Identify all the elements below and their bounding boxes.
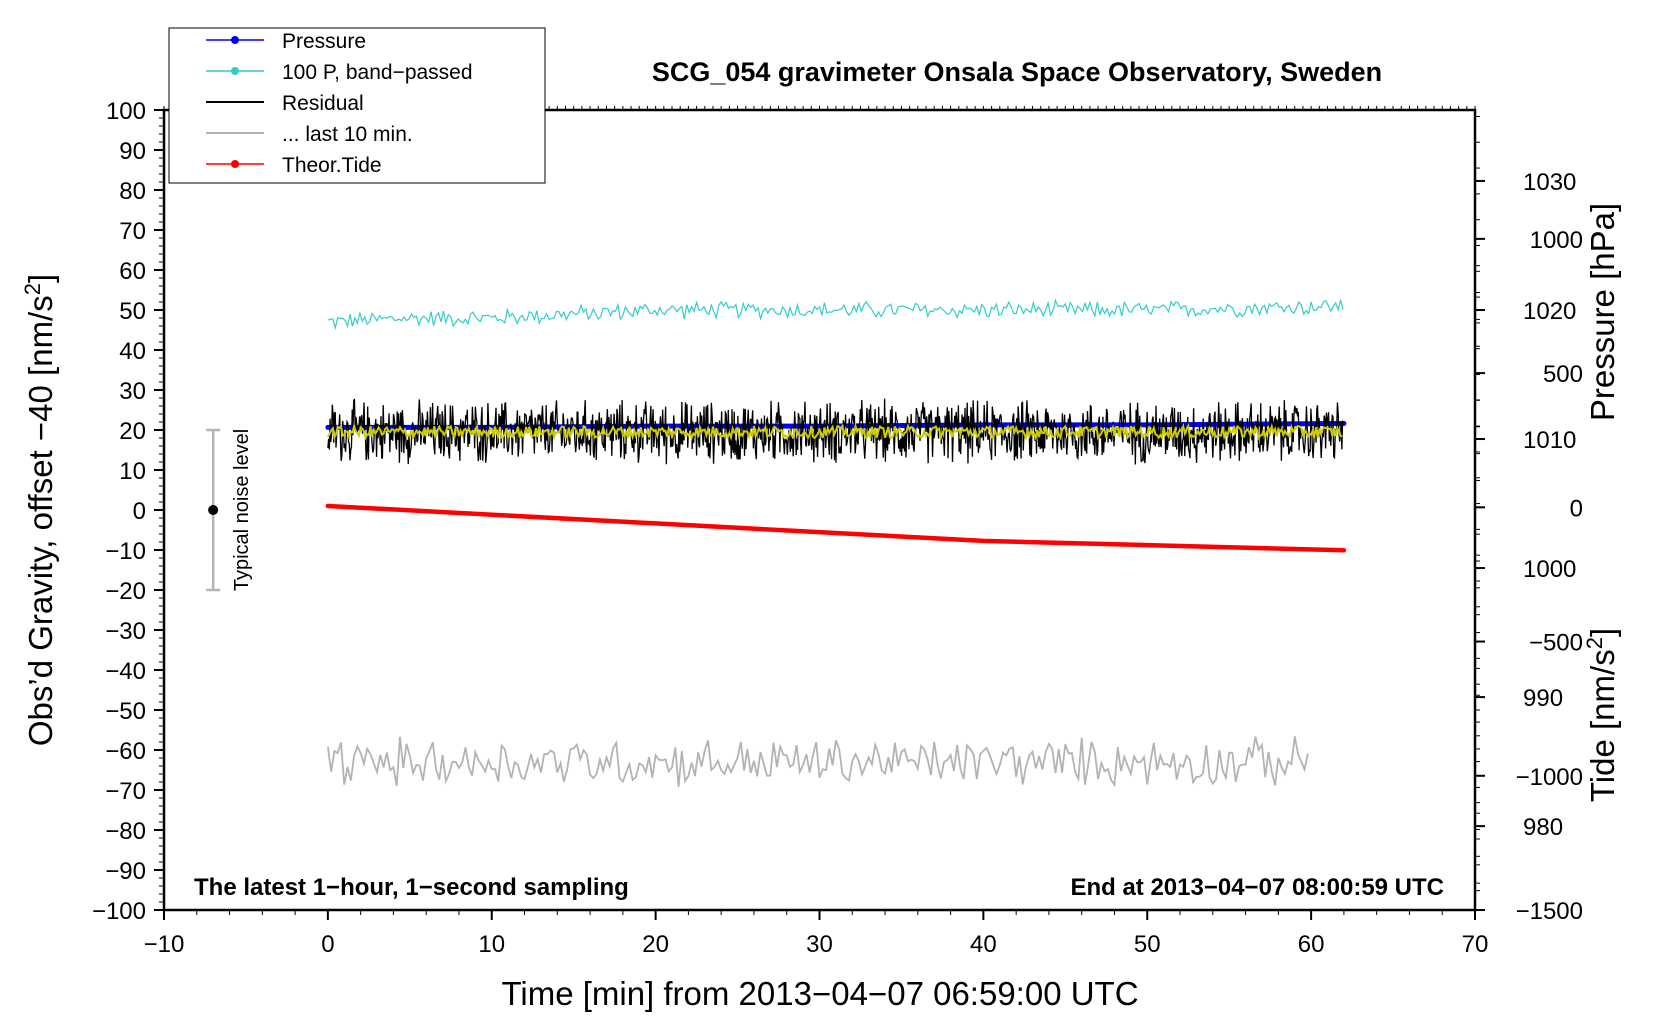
y-tick-label: −30 [105,618,146,645]
tide-tick-label: −1000 [1516,764,1583,791]
series-residual [327,398,1344,465]
tide-tick-label: 0 [1570,495,1583,522]
y-tick-label: −10 [105,538,146,565]
y-tick-label: −80 [105,818,146,845]
pressure-tick-label: 990 [1523,685,1563,712]
y-tick-label: 90 [119,138,146,165]
y-axis-title-end: ] [22,274,59,283]
legend-label-pressure: Pressure [282,30,366,53]
x-tick-label: 60 [1298,931,1325,958]
x-tick-label: 40 [970,931,997,958]
y-tick-label: −70 [105,778,146,805]
y-tick-label: 50 [119,298,146,325]
y-axis-title-sup: 2 [20,283,45,295]
legend-label-last10: ... last 10 min. [282,123,413,146]
x-tick-label: 10 [478,931,505,958]
y-tick-label: 0 [133,498,146,525]
y-tick-label: 80 [119,178,146,205]
y-tick-label: −40 [105,658,146,685]
pressure-tick-label: 1030 [1523,169,1576,196]
pressure-axis-title: Pressure [hPa] [1584,203,1621,421]
y-tick-label: −100 [92,898,146,925]
tide-tick-label: −500 [1529,630,1583,657]
pressure-tick-label: 980 [1523,814,1563,841]
legend-dot-pressure [231,36,239,44]
y-tick-label: 10 [119,458,146,485]
axis-ticks: −10 0 10 20 30 40 50 60 701009080706050403020100… [92,98,1583,958]
series-layer [325,298,1347,788]
y-tick-label: 30 [119,378,146,405]
y-tick-label: 20 [119,418,146,445]
legend: Pressure 100 P, band−passed Residual ...… [168,27,546,184]
x-tick-label: 0 [321,931,334,958]
tide-axis-title-sup: 2 [1582,637,1607,649]
y-tick-label: 70 [119,218,146,245]
x-axis-title: Time [min] from 2013−04−07 06:59:00 UTC [501,975,1138,1012]
x-tick-label: 20 [642,931,669,958]
series-tide [325,503,1347,553]
legend-label-residual: Residual [282,92,364,115]
y-tick-label: −20 [105,578,146,605]
y-tick-label: −90 [105,858,146,885]
y-tick-label: 40 [119,338,146,365]
pressure-tick-label: 1010 [1523,427,1576,454]
legend-box [168,27,546,184]
legend-label-bandpassed: 100 P, band−passed [282,61,473,84]
annotation-right: End at 2013−04−07 08:00:59 UTC [1070,874,1444,901]
x-tick-label: 50 [1134,931,1161,958]
tide-axis-title-main: Tide [nm/s [1584,649,1621,802]
pressure-tick-label: 1020 [1523,298,1576,325]
x-tick-label: 30 [806,931,833,958]
series-bandpassed [327,298,1344,331]
tide-tick-label: 1000 [1530,227,1583,254]
y-tick-label: 100 [106,98,146,125]
noise-bar [206,428,221,592]
y-axis-title: Obs’d Gravity, offset −40 [nm/s2] [20,274,59,746]
x-tick-label: −10 [144,931,185,958]
series-last10 [326,736,1309,788]
annotation-left: The latest 1−hour, 1−second sampling [194,874,629,901]
noise-bar-center-dot [208,505,219,515]
tide-tick-label: −1500 [1516,898,1583,925]
y-axis-title-main: Obs’d Gravity, offset −40 [nm/s [22,295,59,746]
chart-title: SCG_054 gravimeter Onsala Space Observat… [652,57,1382,87]
legend-dot-tide [231,160,239,168]
y-tick-label: −50 [105,698,146,725]
legend-dot-bandpassed [231,67,239,75]
y-tick-label: 60 [119,258,146,285]
y-tick-label: −60 [105,738,146,765]
tide-axis-title: Tide [nm/s2] [1582,628,1621,802]
plot-frame [162,108,1477,912]
series-residual-smoothed [327,422,1343,442]
noise-level-label: Typical noise level [231,429,253,591]
tide-tick-label: 500 [1543,361,1583,388]
x-tick-label: 70 [1462,931,1489,958]
pressure-tick-label: 1000 [1523,556,1576,583]
legend-label-tide: Theor.Tide [282,154,382,177]
tide-axis-title-end: ] [1584,628,1621,637]
